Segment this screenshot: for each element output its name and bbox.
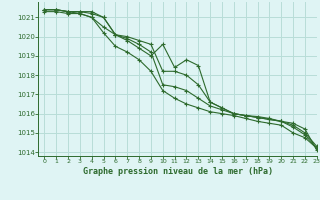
X-axis label: Graphe pression niveau de la mer (hPa): Graphe pression niveau de la mer (hPa) (83, 167, 273, 176)
